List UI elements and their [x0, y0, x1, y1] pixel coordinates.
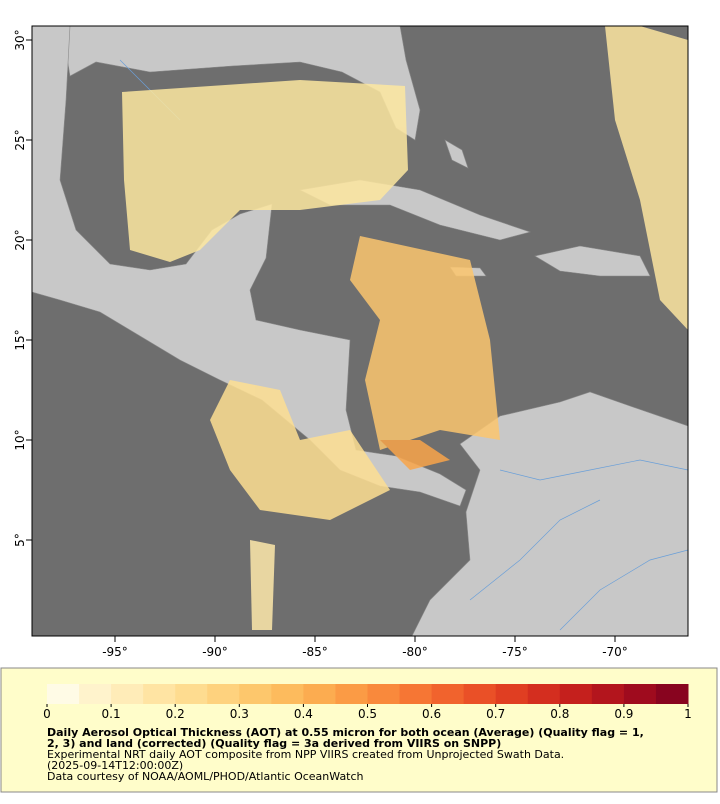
- colorbar-step: [111, 684, 144, 704]
- caption-title: 2, 3) and land (corrected) (Quality flag…: [47, 737, 501, 750]
- colorbar-step: [399, 684, 433, 704]
- colorbar-step: [143, 684, 176, 704]
- x-tick-label: -80°: [402, 645, 428, 659]
- x-tick-label: -95°: [102, 645, 128, 659]
- map-frame: [31, 25, 689, 637]
- colorbar-tick-label: 0.8: [550, 707, 569, 721]
- x-tick-label: -85°: [302, 645, 328, 659]
- colorbar-tick-label: 1: [684, 707, 692, 721]
- colorbar-tick-label: 0.7: [486, 707, 505, 721]
- colorbar-step: [367, 684, 401, 704]
- colorbar-tick-label: 0.1: [102, 707, 121, 721]
- colorbar-tick-label: 0.5: [358, 707, 377, 721]
- colorbar-step: [591, 684, 625, 704]
- colorbar-tick-label: 0.3: [230, 707, 249, 721]
- caption-title: Daily Aerosol Optical Thickness (AOT) at…: [47, 726, 644, 739]
- colorbar-step: [207, 684, 240, 704]
- colorbar-step: [463, 684, 497, 704]
- caption-line: Experimental NRT daily AOT composite fro…: [47, 748, 564, 761]
- y-tick-label: 20°: [13, 229, 27, 250]
- x-tick-label: -75°: [502, 645, 528, 659]
- colorbar-step: [79, 684, 112, 704]
- colorbar-tick-label: 0: [43, 707, 51, 721]
- y-tick-label: 5°: [13, 533, 27, 547]
- colorbar-step: [495, 684, 529, 704]
- colorbar-step: [335, 684, 368, 704]
- colorbar-step: [175, 684, 208, 704]
- colorbar-step: [239, 684, 272, 704]
- colorbar-step: [655, 684, 689, 704]
- y-tick-label: 30°: [13, 29, 27, 50]
- colorbar-step: [527, 684, 561, 704]
- colorbar-tick-label: 0.4: [294, 707, 313, 721]
- colorbar-step: [431, 684, 465, 704]
- colorbar-tick-label: 0.2: [166, 707, 185, 721]
- y-tick-label: 25°: [13, 129, 27, 150]
- x-tick-label: -90°: [202, 645, 228, 659]
- colorbar-step: [303, 684, 336, 704]
- colorbar-step: [559, 684, 593, 704]
- colorbar-step: [623, 684, 657, 704]
- y-tick-label: 15°: [13, 329, 27, 350]
- colorbar-step: [271, 684, 304, 704]
- x-tick-label: -70°: [602, 645, 628, 659]
- colorbar-tick-label: 0.6: [422, 707, 441, 721]
- caption-line: (2025-09-14T12:00:00Z): [47, 759, 183, 772]
- colorbar-step: [47, 684, 80, 704]
- land: [31, 25, 689, 637]
- map-panel: [31, 25, 689, 637]
- y-tick-label: 10°: [13, 429, 27, 450]
- caption-line: Data courtesy of NOAA/AOML/PHOD/Atlantic…: [47, 770, 364, 783]
- aerosol-patches: [122, 26, 688, 630]
- colorbar-tick-label: 0.9: [614, 707, 633, 721]
